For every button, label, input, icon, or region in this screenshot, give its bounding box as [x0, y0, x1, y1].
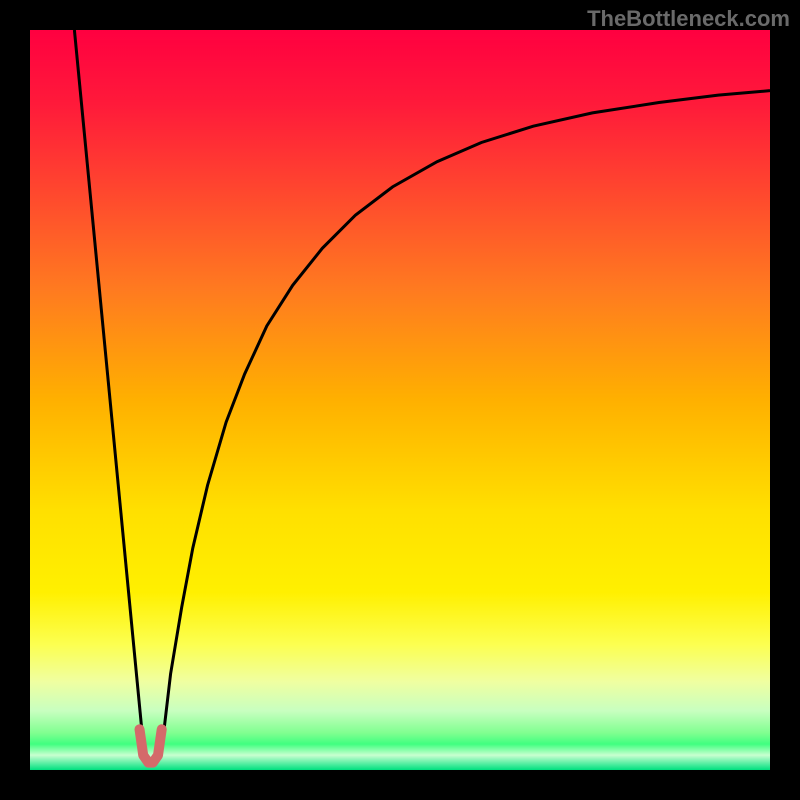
- watermark-text: TheBottleneck.com: [587, 6, 790, 32]
- gradient-background: [30, 30, 770, 770]
- chart-container: TheBottleneck.com: [0, 0, 800, 800]
- plot-area: [30, 30, 770, 770]
- plot-svg: [30, 30, 770, 770]
